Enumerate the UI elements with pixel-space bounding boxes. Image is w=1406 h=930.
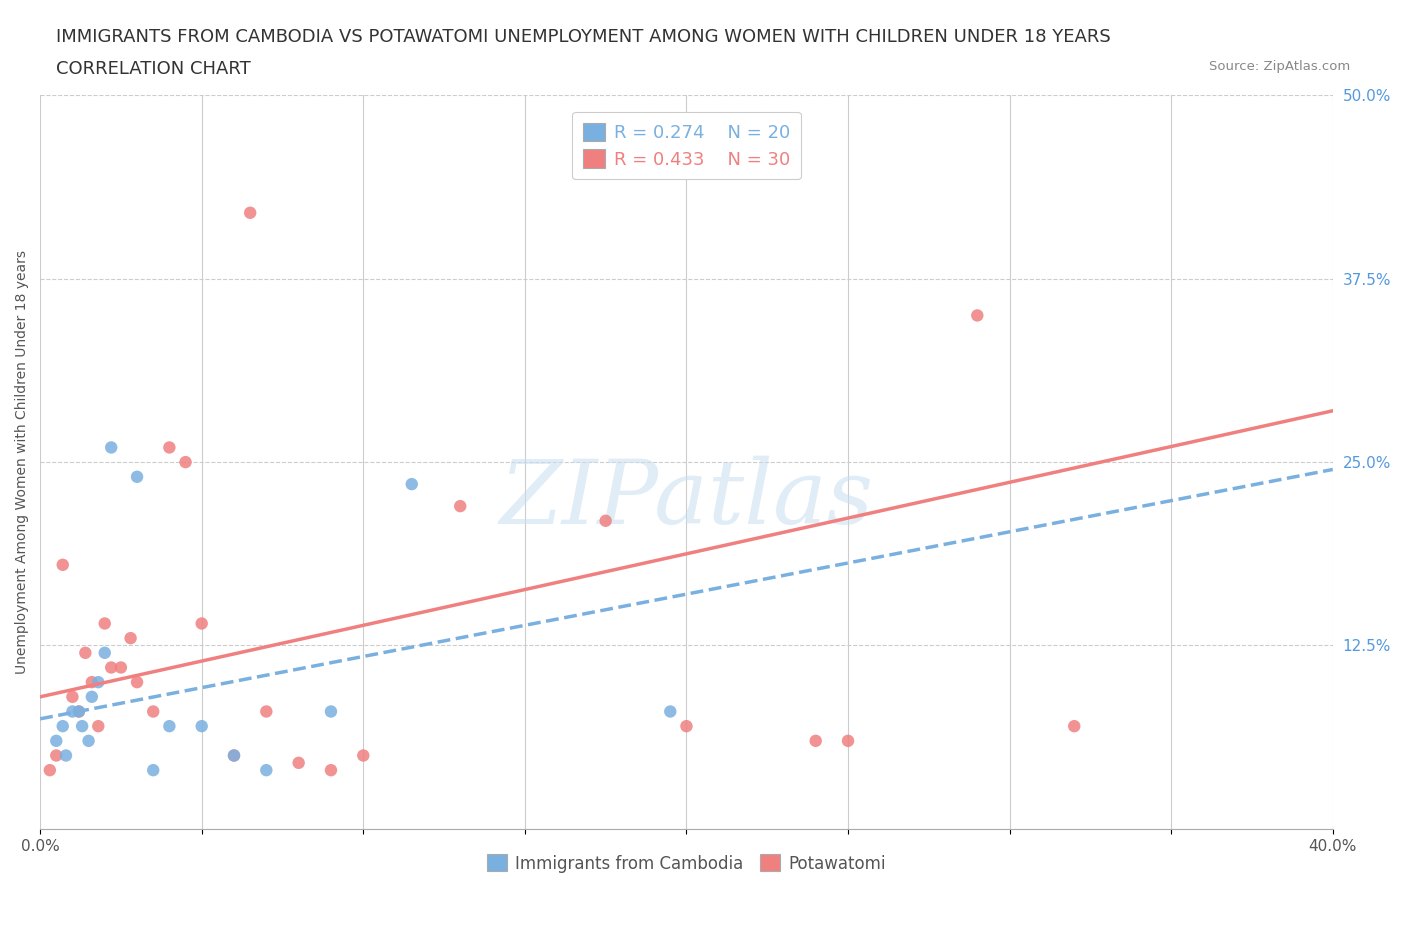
Point <box>142 763 165 777</box>
Point <box>75 645 97 660</box>
Point <box>100 440 122 455</box>
Y-axis label: Unemployment Among Women with Children Under 18 years: Unemployment Among Women with Children U… <box>15 250 30 674</box>
Point <box>52 557 75 572</box>
Legend: Immigrants from Cambodia, Potawatomi: Immigrants from Cambodia, Potawatomi <box>481 847 893 879</box>
Point <box>93 616 115 631</box>
Point <box>804 734 827 749</box>
Point <box>157 719 180 734</box>
Point <box>93 645 115 660</box>
Text: Source: ZipAtlas.com: Source: ZipAtlas.com <box>1209 60 1350 73</box>
Point <box>120 631 142 645</box>
Point <box>595 513 617 528</box>
Point <box>67 704 90 719</box>
Point <box>401 477 423 492</box>
Point <box>80 689 103 704</box>
Point <box>45 734 67 749</box>
Point <box>190 719 212 734</box>
Point <box>287 755 309 770</box>
Point <box>449 498 471 513</box>
Point <box>38 763 60 777</box>
Point <box>100 660 122 675</box>
Point <box>55 748 77 763</box>
Point <box>110 660 132 675</box>
Text: CORRELATION CHART: CORRELATION CHART <box>56 60 252 78</box>
Point <box>67 704 90 719</box>
Point <box>142 704 165 719</box>
Point <box>157 440 180 455</box>
Point <box>319 704 342 719</box>
Point <box>70 719 93 734</box>
Point <box>254 704 277 719</box>
Text: ZIPatlas: ZIPatlas <box>499 456 873 542</box>
Point <box>222 748 245 763</box>
Point <box>190 616 212 631</box>
Point <box>62 689 84 704</box>
Point <box>1063 719 1085 734</box>
Point <box>254 763 277 777</box>
Point <box>77 734 100 749</box>
Point <box>239 206 262 220</box>
Point <box>222 748 245 763</box>
Point <box>174 455 197 470</box>
Point <box>62 704 84 719</box>
Point <box>837 734 859 749</box>
Point <box>659 704 682 719</box>
Point <box>125 675 148 690</box>
Point <box>80 675 103 690</box>
Point <box>87 719 110 734</box>
Point <box>87 675 110 690</box>
Point <box>45 748 67 763</box>
Point <box>966 308 988 323</box>
Point <box>352 748 374 763</box>
Point <box>319 763 342 777</box>
Point <box>52 719 75 734</box>
Point <box>675 719 697 734</box>
Text: IMMIGRANTS FROM CAMBODIA VS POTAWATOMI UNEMPLOYMENT AMONG WOMEN WITH CHILDREN UN: IMMIGRANTS FROM CAMBODIA VS POTAWATOMI U… <box>56 28 1111 46</box>
Point <box>125 470 148 485</box>
